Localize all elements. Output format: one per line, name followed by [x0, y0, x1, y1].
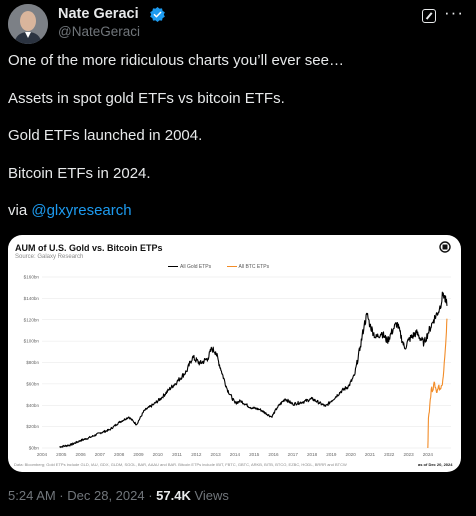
legend-label: All Gold ETPs	[180, 264, 212, 270]
tweet-line: Gold ETFs launched in 2004.	[8, 127, 203, 144]
verified-badge-icon	[150, 7, 165, 22]
x-tick-label: 2006	[75, 452, 86, 457]
chart-subtitle: Source: Galaxy Research	[15, 254, 84, 260]
legend-item-gold: All Gold ETPs	[168, 264, 211, 270]
mention-link[interactable]: @glxyresearch	[31, 202, 132, 219]
x-tick-label: 2023	[403, 452, 414, 457]
author-handle[interactable]: @NateGeraci	[58, 24, 140, 39]
legend-item-btc: All BTC ETPs	[226, 264, 270, 270]
x-tick-label: 2011	[172, 452, 182, 457]
x-tick-label: 2004	[37, 452, 48, 457]
author-name[interactable]: Nate Geraci	[58, 6, 139, 22]
x-tick-label: 2007	[95, 452, 106, 457]
tweet-via-line: via @glxyresearch	[8, 201, 468, 220]
x-tick-label: 2021	[365, 452, 376, 457]
y-tick-label: $80bn	[26, 360, 39, 365]
btc-etp-series-line	[427, 318, 448, 449]
tweet-footer: 5:24 AM · Dec 28, 2024 · 57.4K Views	[8, 488, 229, 503]
y-tick-label: $120bn	[24, 317, 40, 322]
tweet-header: Nate Geraci @NateGeraci ···	[0, 0, 476, 50]
x-tick-label: 2013	[211, 452, 222, 457]
tweet-line: One of the more ridiculous charts you’ll…	[8, 52, 344, 69]
x-tick-label: 2010	[153, 452, 164, 457]
via-prefix: via	[8, 202, 32, 219]
views-label: Views	[190, 488, 229, 503]
tweet-line: Assets in spot gold ETFs vs bitcoin ETFs…	[8, 89, 285, 107]
chart-legend: All Gold ETPs All BTC ETPs	[168, 264, 283, 270]
tweet-timestamp[interactable]: 5:24 AM · Dec 28, 2024 ·	[8, 488, 157, 503]
y-tick-label: $140bn	[24, 296, 40, 301]
y-tick-label: $100bn	[24, 339, 40, 344]
x-tick-label: 2016	[268, 452, 279, 457]
x-tick-label: 2022	[384, 452, 395, 457]
x-tick-label: 2005	[56, 452, 67, 457]
galaxy-logo-icon	[439, 241, 451, 253]
x-tick-label: 2009	[133, 452, 144, 457]
x-tick-label: 2008	[114, 452, 125, 457]
y-tick-label: $0bn	[29, 446, 40, 451]
x-tick-label: 2017	[288, 452, 299, 457]
y-tick-label: $20bn	[26, 424, 39, 429]
x-tick-label: 2018	[307, 452, 318, 457]
x-tick-label: 2014	[230, 452, 241, 457]
more-options-icon[interactable]: ···	[444, 3, 464, 22]
grok-icon[interactable]	[422, 9, 436, 23]
tweet-line: Bitcoin ETFs in 2024.	[8, 164, 151, 182]
legend-label: All BTC ETPs	[238, 264, 270, 270]
chart-plot: $0bn $20bn $40bn $60bn $80bn $100bn $120bn $140…	[24, 275, 451, 457]
chart-source-note: Data: Bloomberg; Gold ETPs include GLD, …	[14, 462, 347, 467]
chart-as-of: as of Dec 20, 2024	[418, 462, 453, 467]
y-tick-label: $40bn	[26, 403, 39, 408]
chart-title: AUM of U.S. Gold vs. Bitcoin ETPs	[15, 243, 163, 253]
gold-etp-series-line	[59, 291, 448, 449]
y-tick-label: $60bn	[26, 381, 39, 386]
avatar[interactable]	[8, 4, 48, 44]
x-tick-label: 2012	[191, 452, 202, 457]
x-tick-label: 2015	[249, 452, 260, 457]
y-tick-label: $160bn	[24, 275, 40, 280]
x-tick-label: 2024	[423, 452, 434, 457]
views-count: 57.4K	[156, 488, 191, 503]
x-tick-label: 2020	[346, 452, 357, 457]
tweet-text: One of the more ridiculous charts you’ll…	[8, 51, 468, 239]
chart-image[interactable]: AUM of U.S. Gold vs. Bitcoin ETPs Source…	[8, 235, 461, 472]
x-tick-label: 2019	[326, 452, 337, 457]
